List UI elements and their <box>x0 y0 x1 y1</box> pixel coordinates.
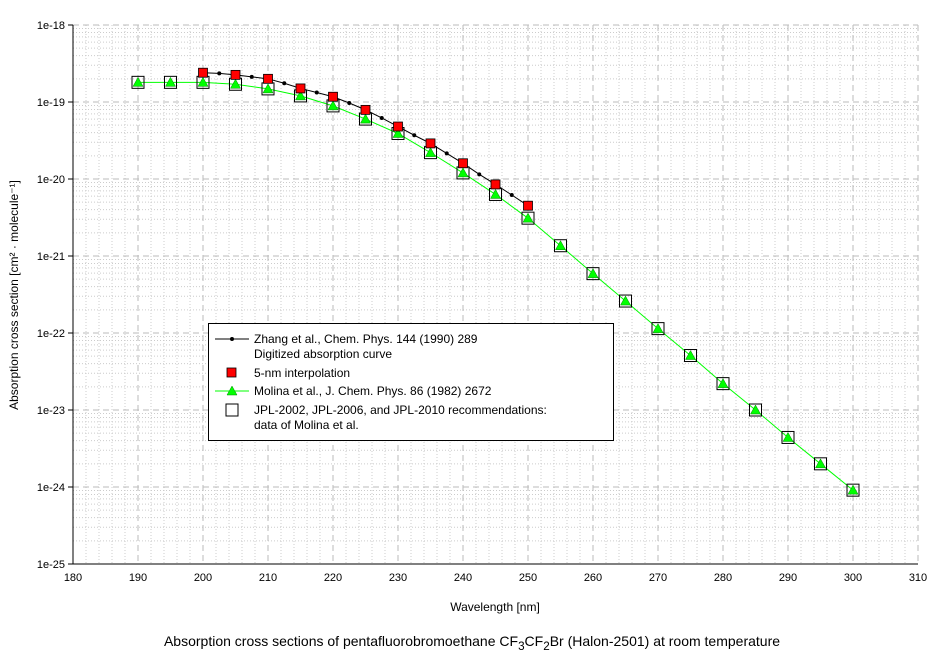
x-axis-label: Wavelength [nm] <box>450 600 540 614</box>
x-tick-label: 310 <box>909 572 927 584</box>
zhang-point <box>347 101 352 106</box>
molina-point <box>587 268 599 278</box>
y-tick-label: 1e-18 <box>37 20 65 32</box>
molina-point <box>717 378 729 388</box>
legend-zhang: Zhang et al., Chem. Phys. 144 (1990) 289 <box>254 332 478 346</box>
legend-zhang-sub: Digitized absorption curve <box>254 347 393 361</box>
triangle-legend-icon <box>215 385 249 396</box>
open-square-legend-icon <box>225 403 239 417</box>
jpl-point <box>716 377 730 391</box>
molina-point <box>457 167 469 178</box>
zhang-point <box>509 192 514 197</box>
interp-point <box>230 69 241 80</box>
x-tick-label: 220 <box>324 572 342 584</box>
interp-point <box>295 83 306 94</box>
jpl-point <box>684 349 697 363</box>
zhang-point <box>217 71 222 76</box>
molina-point <box>815 458 826 469</box>
legend-molina: Molina et al., J. Chem. Phys. 86 (1982) … <box>254 384 492 398</box>
jpl-point <box>846 483 860 497</box>
molina-point <box>522 212 534 223</box>
y-tick-label: 1e-25 <box>37 559 65 571</box>
molina-point <box>327 100 339 111</box>
y-tick-label: 1e-22 <box>37 328 65 340</box>
x-tick-label: 230 <box>389 572 407 584</box>
molina-point <box>425 147 436 157</box>
x-tick-label: 300 <box>844 572 862 584</box>
jpl-point <box>651 322 665 336</box>
y-tick-label: 1e-19 <box>37 97 65 109</box>
x-tick-label: 180 <box>64 572 82 584</box>
jpl-point <box>781 430 795 444</box>
jpl-point <box>131 75 145 89</box>
interp-point <box>458 158 468 169</box>
zhang-point <box>412 133 417 138</box>
molina-point <box>295 90 306 101</box>
interp-point <box>523 200 533 211</box>
zhang-point <box>249 74 254 79</box>
molina-point <box>262 83 274 94</box>
interp-point <box>263 73 273 84</box>
chart-title: Absorption cross sections of pentafluoro… <box>163 633 781 653</box>
zhang-line <box>202 72 529 207</box>
legend-interp: 5-nm interpolation <box>254 366 351 380</box>
molina-point <box>685 350 696 360</box>
molina-point <box>392 127 404 138</box>
interp-point <box>360 104 371 115</box>
y-tick-label: 1e-23 <box>37 405 65 417</box>
interp-point <box>425 138 436 149</box>
molina-point <box>652 323 664 333</box>
jpl-point <box>554 239 567 253</box>
y-tick-label: 1e-21 <box>37 251 65 263</box>
jpl-point <box>521 211 535 225</box>
molina-point <box>230 78 241 89</box>
y-axis-label: Absorption cross section [cm² · molecule… <box>7 180 21 410</box>
legend: Zhang et al., Chem. Phys. 144 (1990) 289… <box>208 323 614 441</box>
x-tick-label: 260 <box>584 572 602 584</box>
interp-point <box>490 179 501 190</box>
zhang-point <box>282 81 287 86</box>
molina-point <box>132 76 144 87</box>
molina-point <box>782 431 794 442</box>
jpl-point <box>814 457 827 471</box>
molina-point <box>620 295 631 306</box>
x-tick-label: 240 <box>454 572 472 584</box>
x-tick-label: 210 <box>259 572 277 584</box>
x-tick-label: 280 <box>714 572 732 584</box>
y-tick-label: 1e-20 <box>37 174 65 186</box>
molina-point <box>165 76 176 87</box>
x-tick-label: 190 <box>129 572 147 584</box>
x-tick-label: 270 <box>649 572 667 584</box>
molina-point <box>360 113 371 124</box>
molina-point <box>555 240 566 250</box>
molina-point <box>490 188 501 199</box>
y-tick-label: 1e-24 <box>37 482 65 494</box>
red-square-legend-icon <box>226 367 237 378</box>
legend-jpl-sub: data of Molina et al. <box>254 418 359 432</box>
zhang-point <box>477 172 482 177</box>
legend-jpl: JPL-2002, JPL-2006, and JPL-2010 recomme… <box>254 403 547 417</box>
jpl-point <box>619 294 632 308</box>
jpl-point <box>586 267 600 281</box>
zhang-point <box>314 90 319 95</box>
line-dot-legend-icon <box>215 337 249 341</box>
zhang-point <box>379 115 384 120</box>
jpl-point <box>164 75 177 89</box>
molina-point <box>847 484 859 495</box>
molina-point <box>197 76 209 87</box>
x-tick-label: 200 <box>194 572 212 584</box>
x-tick-label: 250 <box>519 572 537 584</box>
x-tick-label: 290 <box>779 572 797 584</box>
interp-point <box>328 91 338 102</box>
zhang-point <box>444 151 449 156</box>
molina-point <box>750 404 761 415</box>
interp-point <box>393 121 403 132</box>
interp-point <box>198 67 208 78</box>
jpl-point <box>749 403 762 417</box>
